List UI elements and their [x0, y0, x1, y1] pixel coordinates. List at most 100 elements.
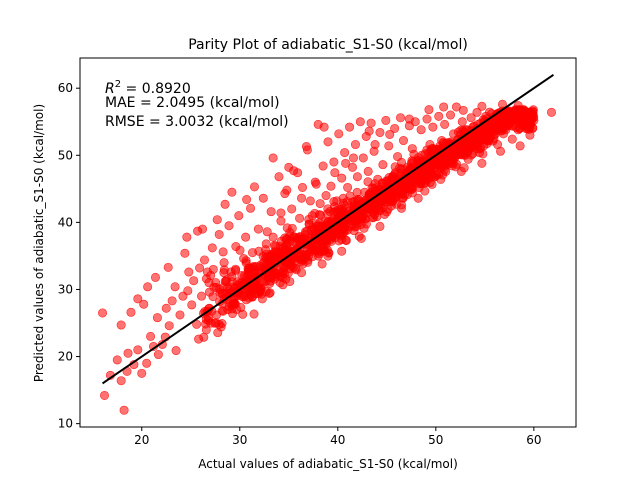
- scatter-point: [265, 288, 275, 298]
- scatter-point: [133, 294, 143, 304]
- scatter-point: [112, 355, 122, 365]
- scatter-point: [197, 291, 207, 301]
- y-tick-label: 30: [58, 282, 73, 296]
- scatter-point: [330, 168, 340, 178]
- scatter-point: [153, 350, 163, 360]
- scatter-point: [241, 256, 251, 266]
- scatter-point: [268, 232, 278, 242]
- scatter-point: [137, 368, 147, 378]
- scatter-point: [315, 199, 325, 209]
- x-axis-label: Actual values of adiabatic_S1-S0 (kcal/m…: [198, 457, 458, 471]
- scatter-point: [459, 163, 469, 173]
- scatter-point: [276, 208, 286, 218]
- scatter-point: [221, 288, 231, 298]
- scatter-point: [363, 166, 373, 176]
- scatter-point: [223, 305, 233, 315]
- scatter-point: [182, 232, 192, 242]
- scatter-point: [404, 114, 414, 124]
- scatter-point: [254, 246, 264, 256]
- scatter-point: [507, 134, 517, 144]
- scatter-point: [375, 197, 385, 207]
- scatter-point: [152, 313, 162, 323]
- scatter-point: [116, 376, 126, 386]
- scatter-point: [355, 117, 365, 127]
- scatter-point: [335, 223, 345, 233]
- scatter-point: [323, 209, 333, 219]
- scatter-point: [345, 122, 355, 132]
- scatter-point: [422, 114, 432, 124]
- scatter-point: [126, 307, 136, 317]
- scatter-point: [358, 153, 368, 163]
- rmse-annotation: RMSE = 3.0032 (kcal/mol): [105, 114, 289, 130]
- scatter-point: [442, 157, 452, 167]
- scatter-point: [380, 209, 390, 219]
- scatter-point: [528, 110, 538, 120]
- scatter-point: [276, 216, 286, 226]
- scatter-point: [171, 346, 181, 356]
- scatter-point: [268, 153, 278, 163]
- scatter-point: [116, 320, 126, 330]
- scatter-point: [235, 245, 245, 255]
- fit-line: [101, 73, 555, 385]
- scatter-point: [466, 113, 476, 123]
- x-tick-label: 50: [428, 433, 443, 447]
- scatter-point: [343, 182, 353, 192]
- scatter-point: [163, 262, 173, 272]
- scatter-point: [249, 309, 259, 319]
- plot-frame: [79, 57, 577, 428]
- y-tick-label: 40: [58, 215, 73, 229]
- scatter-point: [199, 332, 209, 342]
- scatter-point: [340, 148, 350, 158]
- scatter-point: [368, 213, 378, 223]
- scatter-point: [350, 140, 360, 150]
- scatter-point: [360, 213, 370, 223]
- scatter-point: [286, 259, 296, 269]
- scatter-point: [184, 267, 194, 277]
- scatter-point: [207, 243, 217, 253]
- scatter-point: [175, 310, 185, 320]
- scatter-point: [348, 153, 358, 163]
- scatter-point: [297, 193, 307, 203]
- scatter-point: [399, 190, 409, 200]
- scatter-point: [337, 173, 347, 183]
- scatter-point: [199, 255, 209, 265]
- scatter-point: [472, 107, 482, 117]
- scatter-point: [133, 345, 143, 355]
- x-tick-label: 20: [134, 433, 149, 447]
- scatter-point: [201, 325, 211, 335]
- x-tick-label: 60: [526, 433, 541, 447]
- scatter-point: [423, 148, 433, 158]
- scatter-point: [363, 177, 373, 187]
- scatter-point: [317, 259, 327, 269]
- scatter-point: [274, 172, 284, 182]
- r2-symbol: R: [105, 81, 115, 97]
- scatter-point: [434, 111, 444, 121]
- scatter-point: [364, 126, 374, 136]
- scatter-point: [227, 187, 237, 197]
- scatter-point: [164, 321, 174, 331]
- scatter-point: [234, 211, 244, 221]
- scatter-point: [496, 146, 506, 156]
- scatter-point: [360, 187, 370, 197]
- scatter-point: [324, 248, 334, 258]
- scatter-point: [336, 204, 346, 214]
- scatter-point: [240, 291, 250, 301]
- y-axis-ticks: 10 20 30 40 50 60: [58, 81, 80, 431]
- scatter-point: [300, 230, 310, 240]
- scatter-point: [283, 268, 293, 278]
- scatter-point: [167, 296, 177, 306]
- scatter-point: [139, 299, 149, 309]
- r2-value: = 0.8920: [121, 81, 191, 97]
- scatter-point: [100, 390, 110, 400]
- scatter-point: [266, 207, 276, 217]
- scatter-point: [291, 265, 301, 275]
- scatter-point: [375, 127, 385, 137]
- scatter-point: [368, 183, 378, 193]
- scatter-point: [187, 300, 197, 310]
- scatter-point: [224, 221, 234, 231]
- scatter-point: [491, 121, 501, 131]
- scatter-point: [301, 142, 311, 152]
- scatter-point: [446, 110, 456, 120]
- scatter-point: [341, 158, 351, 168]
- scatter-point: [323, 137, 333, 147]
